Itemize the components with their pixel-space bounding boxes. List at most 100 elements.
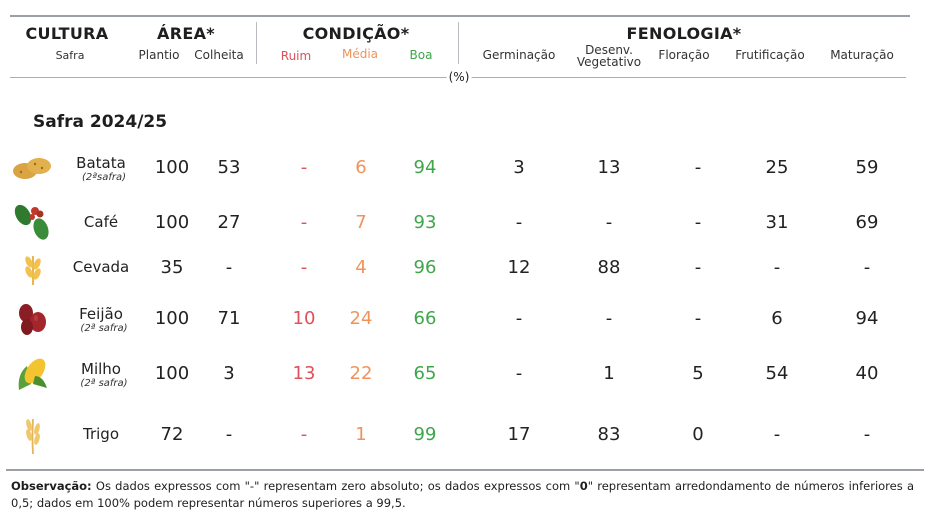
footnote: Observação: Os dados expressos com "-" r… <box>11 478 914 512</box>
footnote-text-2: " representam arredondamento de números … <box>11 479 914 510</box>
cell-plantio: 100 <box>154 363 190 384</box>
cell-frutificacao: 31 <box>765 212 789 233</box>
header-maturacao: Maturação <box>830 48 894 62</box>
unit-label: (%) <box>446 70 472 84</box>
footnote-zero: 0 <box>579 479 588 493</box>
crop-name: Café <box>83 213 119 231</box>
cell-floracao: 0 <box>692 424 704 445</box>
cell-germinacao: 12 <box>507 257 531 278</box>
cell-germinacao: 3 <box>513 157 525 178</box>
cell-boa: 94 <box>413 157 437 178</box>
crop-name: Trigo <box>83 425 119 443</box>
cell-boa: 99 <box>413 424 437 445</box>
cell-ruim: - <box>300 424 308 445</box>
separator <box>256 22 257 64</box>
cell-ruim: - <box>300 257 308 278</box>
cell-media: 22 <box>349 363 373 384</box>
header-desenv-line2: Vegetativo <box>576 55 642 69</box>
cell-floracao: - <box>694 257 702 278</box>
cell-colheita: 71 <box>217 308 241 329</box>
cell-media: 6 <box>355 157 367 178</box>
footnote-label: Observação: <box>11 479 92 493</box>
header-media: Média <box>341 47 379 61</box>
cell-desenv: 88 <box>597 257 621 278</box>
cell-frutificacao: 6 <box>771 308 783 329</box>
cell-germinacao: - <box>515 308 523 329</box>
coffee-icon <box>11 201 55 249</box>
cell-frutificacao: - <box>773 257 781 278</box>
cell-colheita: 3 <box>223 363 235 384</box>
cell-ruim: - <box>300 157 308 178</box>
cell-colheita: 53 <box>217 157 241 178</box>
cell-floracao: - <box>694 157 702 178</box>
cell-germinacao: 17 <box>507 424 531 445</box>
cell-ruim: 13 <box>292 363 316 384</box>
header-plantio: Plantio <box>138 48 180 62</box>
cell-media: 4 <box>355 257 367 278</box>
cell-media: 24 <box>349 308 373 329</box>
header-floracao: Floração <box>658 48 710 62</box>
cell-media: 7 <box>355 212 367 233</box>
header-area: ÁREA* <box>157 24 215 43</box>
bean-icon <box>15 300 51 342</box>
crop-season: (2ªsafra) <box>82 172 126 183</box>
cell-plantio: 100 <box>154 157 190 178</box>
potato-icon <box>11 153 55 187</box>
separator <box>458 22 459 64</box>
cell-germinacao: - <box>515 363 523 384</box>
cell-plantio: 72 <box>160 424 184 445</box>
crop-season: (2ª safra) <box>80 378 128 389</box>
wheat-icon <box>19 415 47 459</box>
cell-maturacao: 94 <box>855 308 879 329</box>
top-rule <box>10 15 910 17</box>
cell-maturacao: 59 <box>855 157 879 178</box>
header-safra: Safra <box>55 49 85 62</box>
cell-floracao: 5 <box>692 363 704 384</box>
header-frutificacao: Frutificação <box>735 48 805 62</box>
header-boa: Boa <box>409 48 433 62</box>
cell-boa: 96 <box>413 257 437 278</box>
section-title: Safra 2024/25 <box>33 112 168 132</box>
cell-plantio: 100 <box>154 212 190 233</box>
header-desenv-vegetativo: Desenv. Vegetativo <box>577 44 641 68</box>
crop-name: Cevada <box>72 258 130 276</box>
crop-name: Feijão <box>79 305 123 323</box>
cell-plantio: 100 <box>154 308 190 329</box>
cell-media: 1 <box>355 424 367 445</box>
cell-desenv: - <box>605 212 613 233</box>
cell-desenv: 1 <box>603 363 615 384</box>
crop-name: Batata <box>76 154 126 172</box>
crop-name: Milho <box>81 360 121 378</box>
barley-icon <box>18 250 48 290</box>
crop-season: (2ª safra) <box>80 323 128 334</box>
cell-desenv: 83 <box>597 424 621 445</box>
cell-desenv: 13 <box>597 157 621 178</box>
header-fenologia: FENOLOGIA* <box>626 24 742 43</box>
cell-colheita: - <box>225 257 233 278</box>
bottom-rule <box>6 469 924 471</box>
cell-maturacao: - <box>863 257 871 278</box>
header-ruim: Ruim <box>280 49 312 63</box>
cell-colheita: 27 <box>217 212 241 233</box>
footnote-text-1: Os dados expressos com "-" representam z… <box>91 479 580 493</box>
cell-frutificacao: - <box>773 424 781 445</box>
header-germinacao: Germinação <box>482 48 556 62</box>
cell-maturacao: - <box>863 424 871 445</box>
cell-boa: 66 <box>413 308 437 329</box>
header-cultura: CULTURA <box>25 24 109 43</box>
corn-icon <box>13 354 53 398</box>
cell-frutificacao: 54 <box>765 363 789 384</box>
cell-desenv: - <box>605 308 613 329</box>
cell-frutificacao: 25 <box>765 157 789 178</box>
cell-colheita: - <box>225 424 233 445</box>
cell-boa: 93 <box>413 212 437 233</box>
cell-germinacao: - <box>515 212 523 233</box>
cell-maturacao: 69 <box>855 212 879 233</box>
header-desenv-line1: Desenv. <box>585 43 633 57</box>
header-condicao: CONDIÇÃO* <box>302 24 410 43</box>
cell-maturacao: 40 <box>855 363 879 384</box>
header-colheita: Colheita <box>194 48 244 62</box>
cell-floracao: - <box>694 308 702 329</box>
cell-ruim: 10 <box>292 308 316 329</box>
cell-boa: 65 <box>413 363 437 384</box>
